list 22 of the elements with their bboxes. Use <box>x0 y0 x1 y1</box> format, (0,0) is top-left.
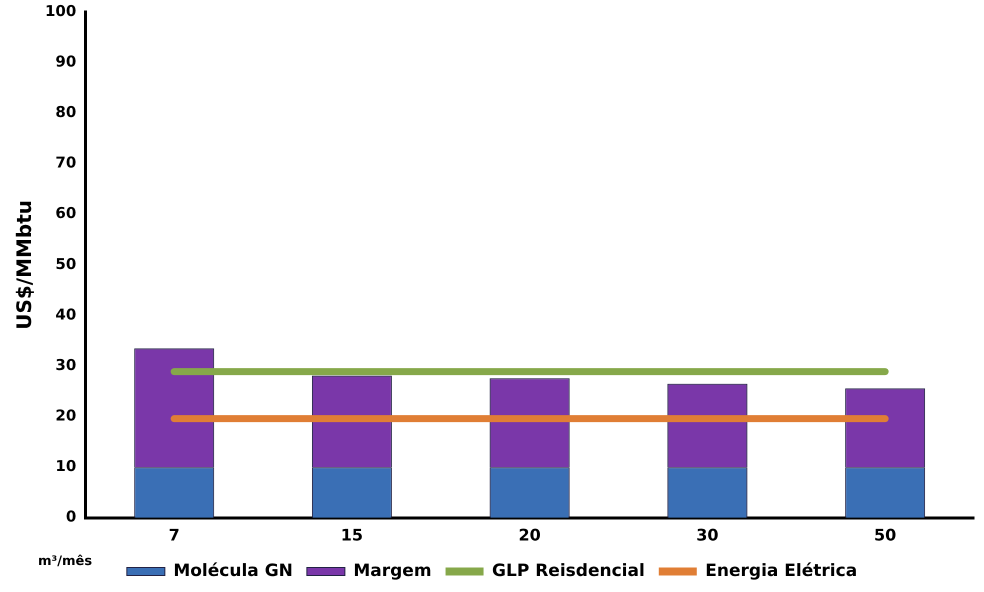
x-axis-title: m³/mês <box>38 554 92 569</box>
y-tick-label: 20 <box>55 406 76 425</box>
x-tick-label: 50 <box>874 526 896 545</box>
y-tick-label: 70 <box>55 154 76 172</box>
y-tick-label: 50 <box>55 254 76 273</box>
x-tick-label: 30 <box>696 526 719 545</box>
y-tick-label: 100 <box>45 2 76 20</box>
legend-label: Margem <box>353 560 432 581</box>
y-tick-label: 60 <box>55 204 76 222</box>
legend-label: Molécula GN <box>173 560 293 581</box>
y-tick-label: 0 <box>66 508 76 526</box>
legend-label: Energia Elétrica <box>705 560 858 581</box>
y-tick-label: 10 <box>55 457 76 476</box>
legend-label: GLP Reisdencial <box>492 560 645 581</box>
y-tick-label: 40 <box>55 305 76 324</box>
y-tick-label: 80 <box>55 103 76 122</box>
x-tick-label: 7 <box>168 526 180 545</box>
x-tick-label: 15 <box>340 526 364 545</box>
y-tick-label: 90 <box>55 52 76 70</box>
y-axis-title: US$/MMbtu <box>12 200 36 330</box>
y-tick-label: 30 <box>55 356 76 374</box>
x-tick-label: 20 <box>518 526 541 545</box>
